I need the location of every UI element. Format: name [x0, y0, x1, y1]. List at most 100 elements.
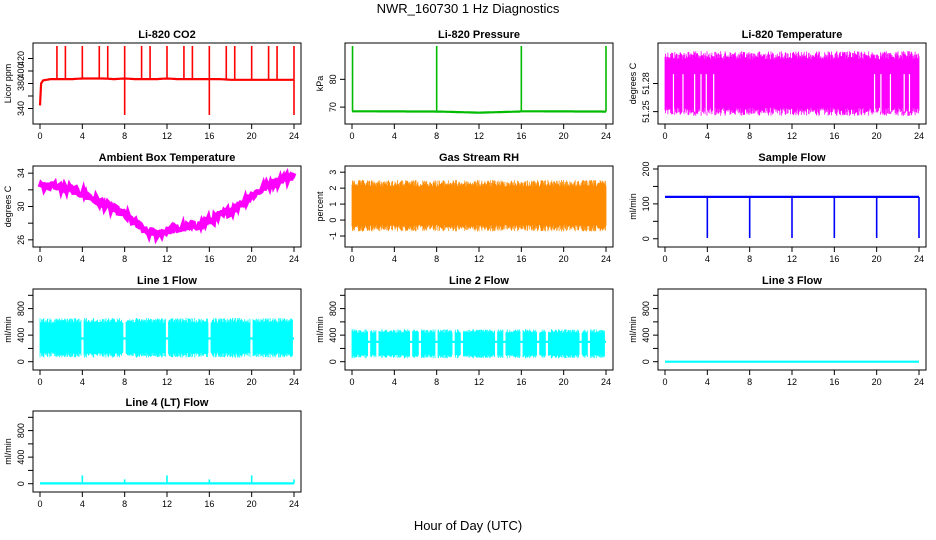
y-tick-label: 34: [16, 168, 26, 178]
y-axis-label: degrees C: [3, 185, 13, 227]
y-axis-label: kPa: [315, 76, 325, 92]
x-tick-label: 4: [705, 131, 710, 141]
y-axis-label: ml/min: [628, 193, 638, 220]
x-tick-label: 12: [787, 377, 797, 387]
x-tick-label: 12: [474, 131, 484, 141]
data-layer: [664, 51, 920, 116]
y-tick-label: 400: [641, 328, 651, 343]
x-tick-label: 4: [392, 254, 397, 264]
figure-title: NWR_160730 1 Hz Diagnostics: [376, 1, 560, 16]
noise-band: [664, 51, 920, 116]
panel-6: Line 1 Flow ml/min 0 4 8 12 16 20 24 0 400 800: [3, 275, 302, 387]
panel-title: Line 1 Flow: [137, 275, 197, 287]
x-tick-label: 12: [474, 377, 484, 387]
y-tick-label: 0: [328, 359, 338, 364]
y-tick-label: 0: [641, 359, 651, 364]
y-tick-label: 800: [16, 301, 26, 316]
y-tick-label: 100: [641, 196, 651, 211]
x-tick-label: 0: [662, 377, 667, 387]
panel-title: Li-820 CO2: [138, 29, 195, 41]
x-tick-label: 4: [80, 499, 85, 509]
x-tick-label: 4: [80, 254, 85, 264]
x-tick-label: 16: [829, 377, 839, 387]
noise-band: [351, 329, 605, 359]
series-line: [37, 167, 297, 245]
y-tick-label: 800: [16, 423, 26, 438]
y-tick-label: 800: [328, 301, 338, 316]
x-tick-label: 20: [559, 377, 569, 387]
series-line: [38, 77, 294, 106]
x-tick-label: 16: [516, 131, 526, 141]
y-tick-label: 340: [16, 101, 26, 116]
x-tick-label: 24: [289, 499, 299, 509]
x-tick-label: 0: [349, 254, 354, 264]
x-tick-label: 12: [474, 254, 484, 264]
x-tick-label: 24: [601, 131, 611, 141]
x-tick-label: 4: [705, 377, 710, 387]
y-tick-label: 0: [16, 359, 26, 364]
plot-frame: [657, 288, 927, 371]
data-layer: [351, 329, 606, 359]
panel-title: Gas Stream RH: [439, 152, 519, 164]
y-tick-label: 200: [641, 161, 651, 176]
x-tick-label: 20: [247, 131, 257, 141]
y-tick-label: 30: [16, 201, 26, 211]
y-tick-label: 51.28: [641, 72, 651, 95]
x-tick-label: 0: [37, 499, 42, 509]
data-layer: [351, 46, 607, 114]
x-tick-label: 4: [705, 254, 710, 264]
panel-3: Ambient Box Temperature degrees C 0 4 8 12 16 2…: [3, 152, 302, 264]
x-tick-label: 12: [162, 254, 172, 264]
x-tick-label: 0: [37, 377, 42, 387]
noise-band: [39, 318, 293, 358]
panel-title: Line 2 Flow: [449, 275, 509, 287]
data-layer: [40, 475, 295, 485]
panel-7: Line 2 Flow ml/min 0 4 8 12 16 20 24 0 400 800: [315, 275, 614, 387]
y-tick-label: 80: [328, 74, 338, 84]
x-tick-label: 8: [747, 254, 752, 264]
panel-title: Sample Flow: [758, 152, 826, 164]
x-tick-label: 8: [747, 377, 752, 387]
x-tick-label: 8: [122, 499, 127, 509]
y-axis-label: ml/min: [315, 316, 325, 343]
y-tick-label: 0: [16, 481, 26, 486]
data-layer: [351, 180, 607, 232]
y-axis-label: ml/min: [3, 316, 13, 343]
x-tick-label: 8: [747, 131, 752, 141]
panel-9: Line 4 (LT) Flow ml/min 0 4 8 12 16 20 24 0 400 800: [3, 397, 302, 509]
x-tick-label: 24: [914, 254, 924, 264]
y-axis-label: degrees C: [628, 62, 638, 104]
y-tick-label: 420: [16, 51, 26, 66]
x-tick-label: 20: [559, 131, 569, 141]
data-layer: [37, 167, 297, 245]
x-tick-label: 24: [289, 377, 299, 387]
panel-title: Ambient Box Temperature: [99, 152, 236, 164]
x-tick-label: 24: [914, 377, 924, 387]
y-axis-label: percent: [315, 191, 325, 222]
x-tick-label: 20: [247, 377, 257, 387]
y-tick-label: 380: [16, 76, 26, 91]
y-tick-label: 800: [641, 301, 651, 316]
y-tick-label: 51.25: [641, 100, 651, 123]
x-tick-label: 16: [204, 499, 214, 509]
x-tick-label: 8: [122, 254, 127, 264]
data-layer: [39, 318, 294, 358]
x-tick-label: 12: [162, 377, 172, 387]
x-tick-label: 0: [662, 254, 667, 264]
figure-x-axis-label: Hour of Day (UTC): [413, 518, 523, 533]
y-tick-label: 400: [328, 328, 338, 343]
y-tick-label: 400: [16, 450, 26, 465]
panel-title: Line 4 (LT) Flow: [126, 397, 209, 409]
y-tick-label: 3: [328, 170, 338, 175]
x-tick-label: 20: [247, 254, 257, 264]
y-tick-label: -1: [328, 232, 338, 240]
x-tick-label: 16: [204, 254, 214, 264]
x-tick-label: 8: [122, 131, 127, 141]
panel-title: Li-820 Temperature: [742, 29, 843, 41]
y-tick-label: 2: [328, 186, 338, 191]
x-tick-label: 12: [787, 254, 797, 264]
x-tick-label: 16: [829, 254, 839, 264]
x-tick-label: 20: [559, 254, 569, 264]
